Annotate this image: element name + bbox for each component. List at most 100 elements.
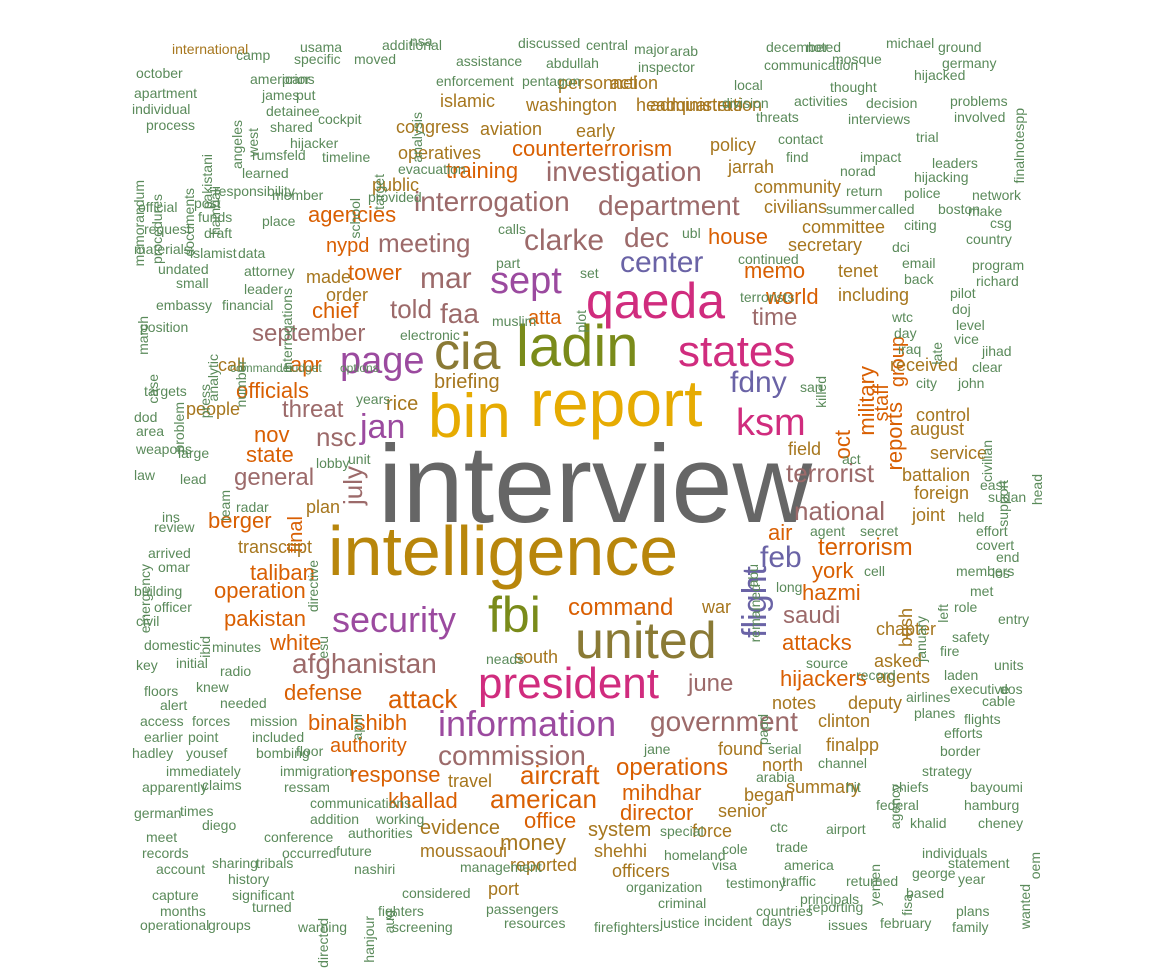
cloud-word: point <box>188 729 219 745</box>
cloud-word: airport <box>826 821 866 837</box>
cloud-word: world <box>766 284 819 309</box>
cloud-word: set <box>580 265 599 281</box>
cloud-word: addition <box>310 811 360 827</box>
cloud-word: civilian <box>979 440 995 483</box>
cloud-word: august <box>910 419 965 439</box>
cloud-word: additional <box>382 37 442 53</box>
cloud-word: continued <box>738 251 799 267</box>
cloud-word: funds <box>198 209 233 225</box>
cloud-word: wtc <box>892 309 913 325</box>
cloud-word: killed <box>813 376 829 408</box>
cloud-word: cia <box>434 323 501 381</box>
cloud-word: york <box>812 558 854 583</box>
cloud-word: working <box>376 811 425 827</box>
cloud-word: rumsfeld <box>252 147 306 163</box>
cloud-word: key <box>136 657 158 673</box>
cloud-word: house <box>708 224 768 249</box>
cloud-word: dci <box>892 239 910 255</box>
cloud-word: late <box>929 342 945 365</box>
cloud-word: mission <box>250 713 298 729</box>
cloud-word: special <box>660 823 704 839</box>
cloud-word: individual <box>132 101 191 117</box>
cloud-word: strategy <box>922 763 972 779</box>
cloud-word: october <box>136 65 183 81</box>
cloud-word: operation <box>214 578 306 603</box>
cloud-word: impact <box>860 149 902 165</box>
cloud-word: nypd <box>326 235 370 257</box>
cloud-word: make <box>968 203 1003 219</box>
cloud-word: building <box>134 583 183 599</box>
cloud-word: george <box>912 865 956 881</box>
cloud-word: esu <box>315 636 331 659</box>
cloud-word: turned <box>252 899 292 915</box>
cloud-word: apartment <box>134 85 198 101</box>
cloud-word: training <box>446 158 519 183</box>
cloud-word: capture <box>152 887 199 903</box>
cloud-word: analytic <box>205 354 221 402</box>
cloud-word: german <box>134 805 182 821</box>
cloud-word: inspector <box>638 59 695 75</box>
cloud-word: flights <box>964 711 1001 727</box>
cloud-word: school <box>347 198 363 239</box>
cloud-word: channel <box>818 755 868 771</box>
cloud-word: significant <box>232 887 295 903</box>
cloud-word: serial <box>768 741 802 757</box>
cloud-word: included <box>252 729 305 745</box>
cloud-word: hijackers <box>780 666 867 691</box>
cloud-word: attack <box>388 684 458 714</box>
cloud-word: remained <box>747 584 763 643</box>
cloud-word: june <box>688 670 734 697</box>
cloud-word: including <box>838 285 910 305</box>
cloud-word: targets <box>144 383 187 399</box>
cloud-word: deputy <box>848 693 903 713</box>
cloud-word: meeting <box>378 228 471 258</box>
cloud-word: effort <box>976 523 1008 539</box>
cloud-word: financial <box>222 297 274 313</box>
cloud-word: law <box>134 467 156 483</box>
cloud-word: area <box>136 423 165 439</box>
cloud-word: sept <box>490 260 562 302</box>
cloud-word: radar <box>236 499 269 515</box>
cloud-word: muslim <box>492 313 537 329</box>
cloud-word: traffic <box>782 873 816 889</box>
cloud-word: learned <box>242 165 289 181</box>
cloud-word: member <box>272 187 324 203</box>
cloud-word: mihdhar <box>622 780 702 805</box>
cloud-word: interrogation <box>414 186 570 217</box>
cloud-word: call <box>218 355 246 375</box>
cloud-word: aug <box>381 910 397 934</box>
cloud-word: procedures <box>149 194 165 265</box>
cloud-word: clarke <box>524 224 605 257</box>
cloud-word: people <box>186 399 241 419</box>
cloud-word: americans <box>250 71 315 87</box>
cloud-word: agencies <box>308 202 397 227</box>
cloud-word: efforts <box>944 725 983 741</box>
cloud-word: years <box>356 391 391 407</box>
cloud-word: asked <box>874 651 923 671</box>
cloud-word: border <box>940 743 981 759</box>
cloud-word: minutes <box>212 639 262 655</box>
cloud-word: mar <box>420 262 472 295</box>
cloud-word: war <box>702 597 732 617</box>
cloud-word: prior <box>282 71 311 87</box>
cloud-word: oem <box>1027 852 1043 880</box>
cloud-word: threat <box>282 396 344 423</box>
cloud-word: pakistan <box>224 606 306 631</box>
cloud-word: richard <box>976 273 1019 289</box>
cloud-word: nsc <box>316 422 357 452</box>
cloud-word: america <box>784 857 834 873</box>
cloud-word: days <box>762 913 792 929</box>
cloud-word: commander <box>230 361 294 375</box>
cloud-word: united <box>575 612 717 670</box>
cloud-word: chief <box>312 298 359 323</box>
cloud-word: doj <box>952 301 971 317</box>
cloud-word: provided <box>368 189 422 205</box>
cloud-word: place <box>262 213 296 229</box>
cloud-word: department <box>598 190 740 221</box>
cloud-word: terrorism <box>818 534 913 561</box>
cloud-word: ubl <box>682 225 701 241</box>
cloud-word: justice <box>660 915 700 931</box>
cloud-word: personnel <box>558 73 638 93</box>
cloud-word: cheney <box>978 815 1024 831</box>
cloud-word: assistance <box>456 53 523 69</box>
